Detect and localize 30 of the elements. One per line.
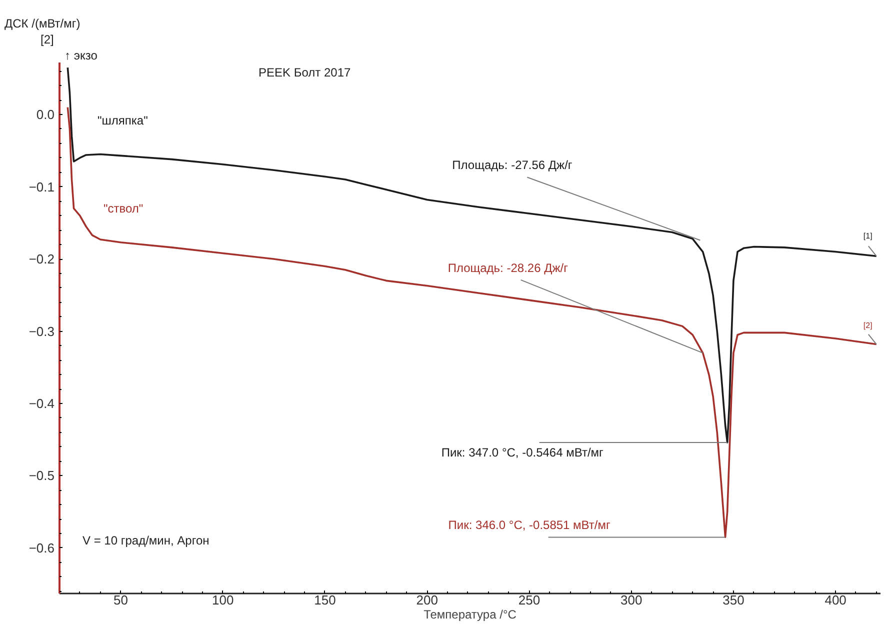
y-tick-label: −0.6 bbox=[28, 540, 55, 556]
y-tick-label: 0.0 bbox=[36, 107, 55, 122]
annotation: V = 10 град/мин, Аргон bbox=[82, 534, 210, 548]
y-axis-title: ДСК /(мВт/мг) bbox=[4, 16, 80, 30]
y-tick-label: −0.4 bbox=[28, 396, 55, 411]
x-tick-label: 300 bbox=[620, 592, 642, 608]
y-tick-label: −0.3 bbox=[28, 324, 55, 339]
y-tick-label: −0.1 bbox=[28, 179, 55, 194]
x-tick-label: 150 bbox=[314, 592, 336, 608]
x-tick-label: 250 bbox=[518, 592, 540, 608]
y-tick-label: −0.5 bbox=[28, 468, 55, 484]
line-series bbox=[66, 66, 878, 444]
x-tick-label: 400 bbox=[824, 592, 846, 608]
x-tick-label: 200 bbox=[416, 592, 438, 608]
annotation: Площадь: -28.26 Дж/г bbox=[448, 260, 569, 275]
annotation: Пик: 347.0 °C, -0.5464 мВт/мг bbox=[441, 446, 604, 460]
text: [2] bbox=[40, 32, 54, 46]
annotation: Площадь: -27.56 Дж/г bbox=[452, 158, 573, 172]
text: ↑ экзо bbox=[64, 48, 98, 62]
annotation: [2] bbox=[863, 320, 872, 330]
y-tick-label: −0.2 bbox=[28, 252, 55, 267]
series-label: "ствол" bbox=[104, 202, 144, 216]
x-tick-label: 50 bbox=[114, 592, 128, 608]
text: "шляпка" bbox=[98, 114, 148, 128]
annotation: [1] bbox=[863, 232, 872, 241]
x-tick-label: 100 bbox=[212, 592, 234, 608]
chart-title: PEEK Болт 2017 bbox=[258, 66, 351, 80]
annotation: Пик: 346.0 °C, -0.5851 мВт/мг bbox=[448, 518, 611, 532]
x-axis-title: Температура /°C bbox=[424, 608, 517, 622]
x-tick-label: 350 bbox=[722, 592, 744, 608]
